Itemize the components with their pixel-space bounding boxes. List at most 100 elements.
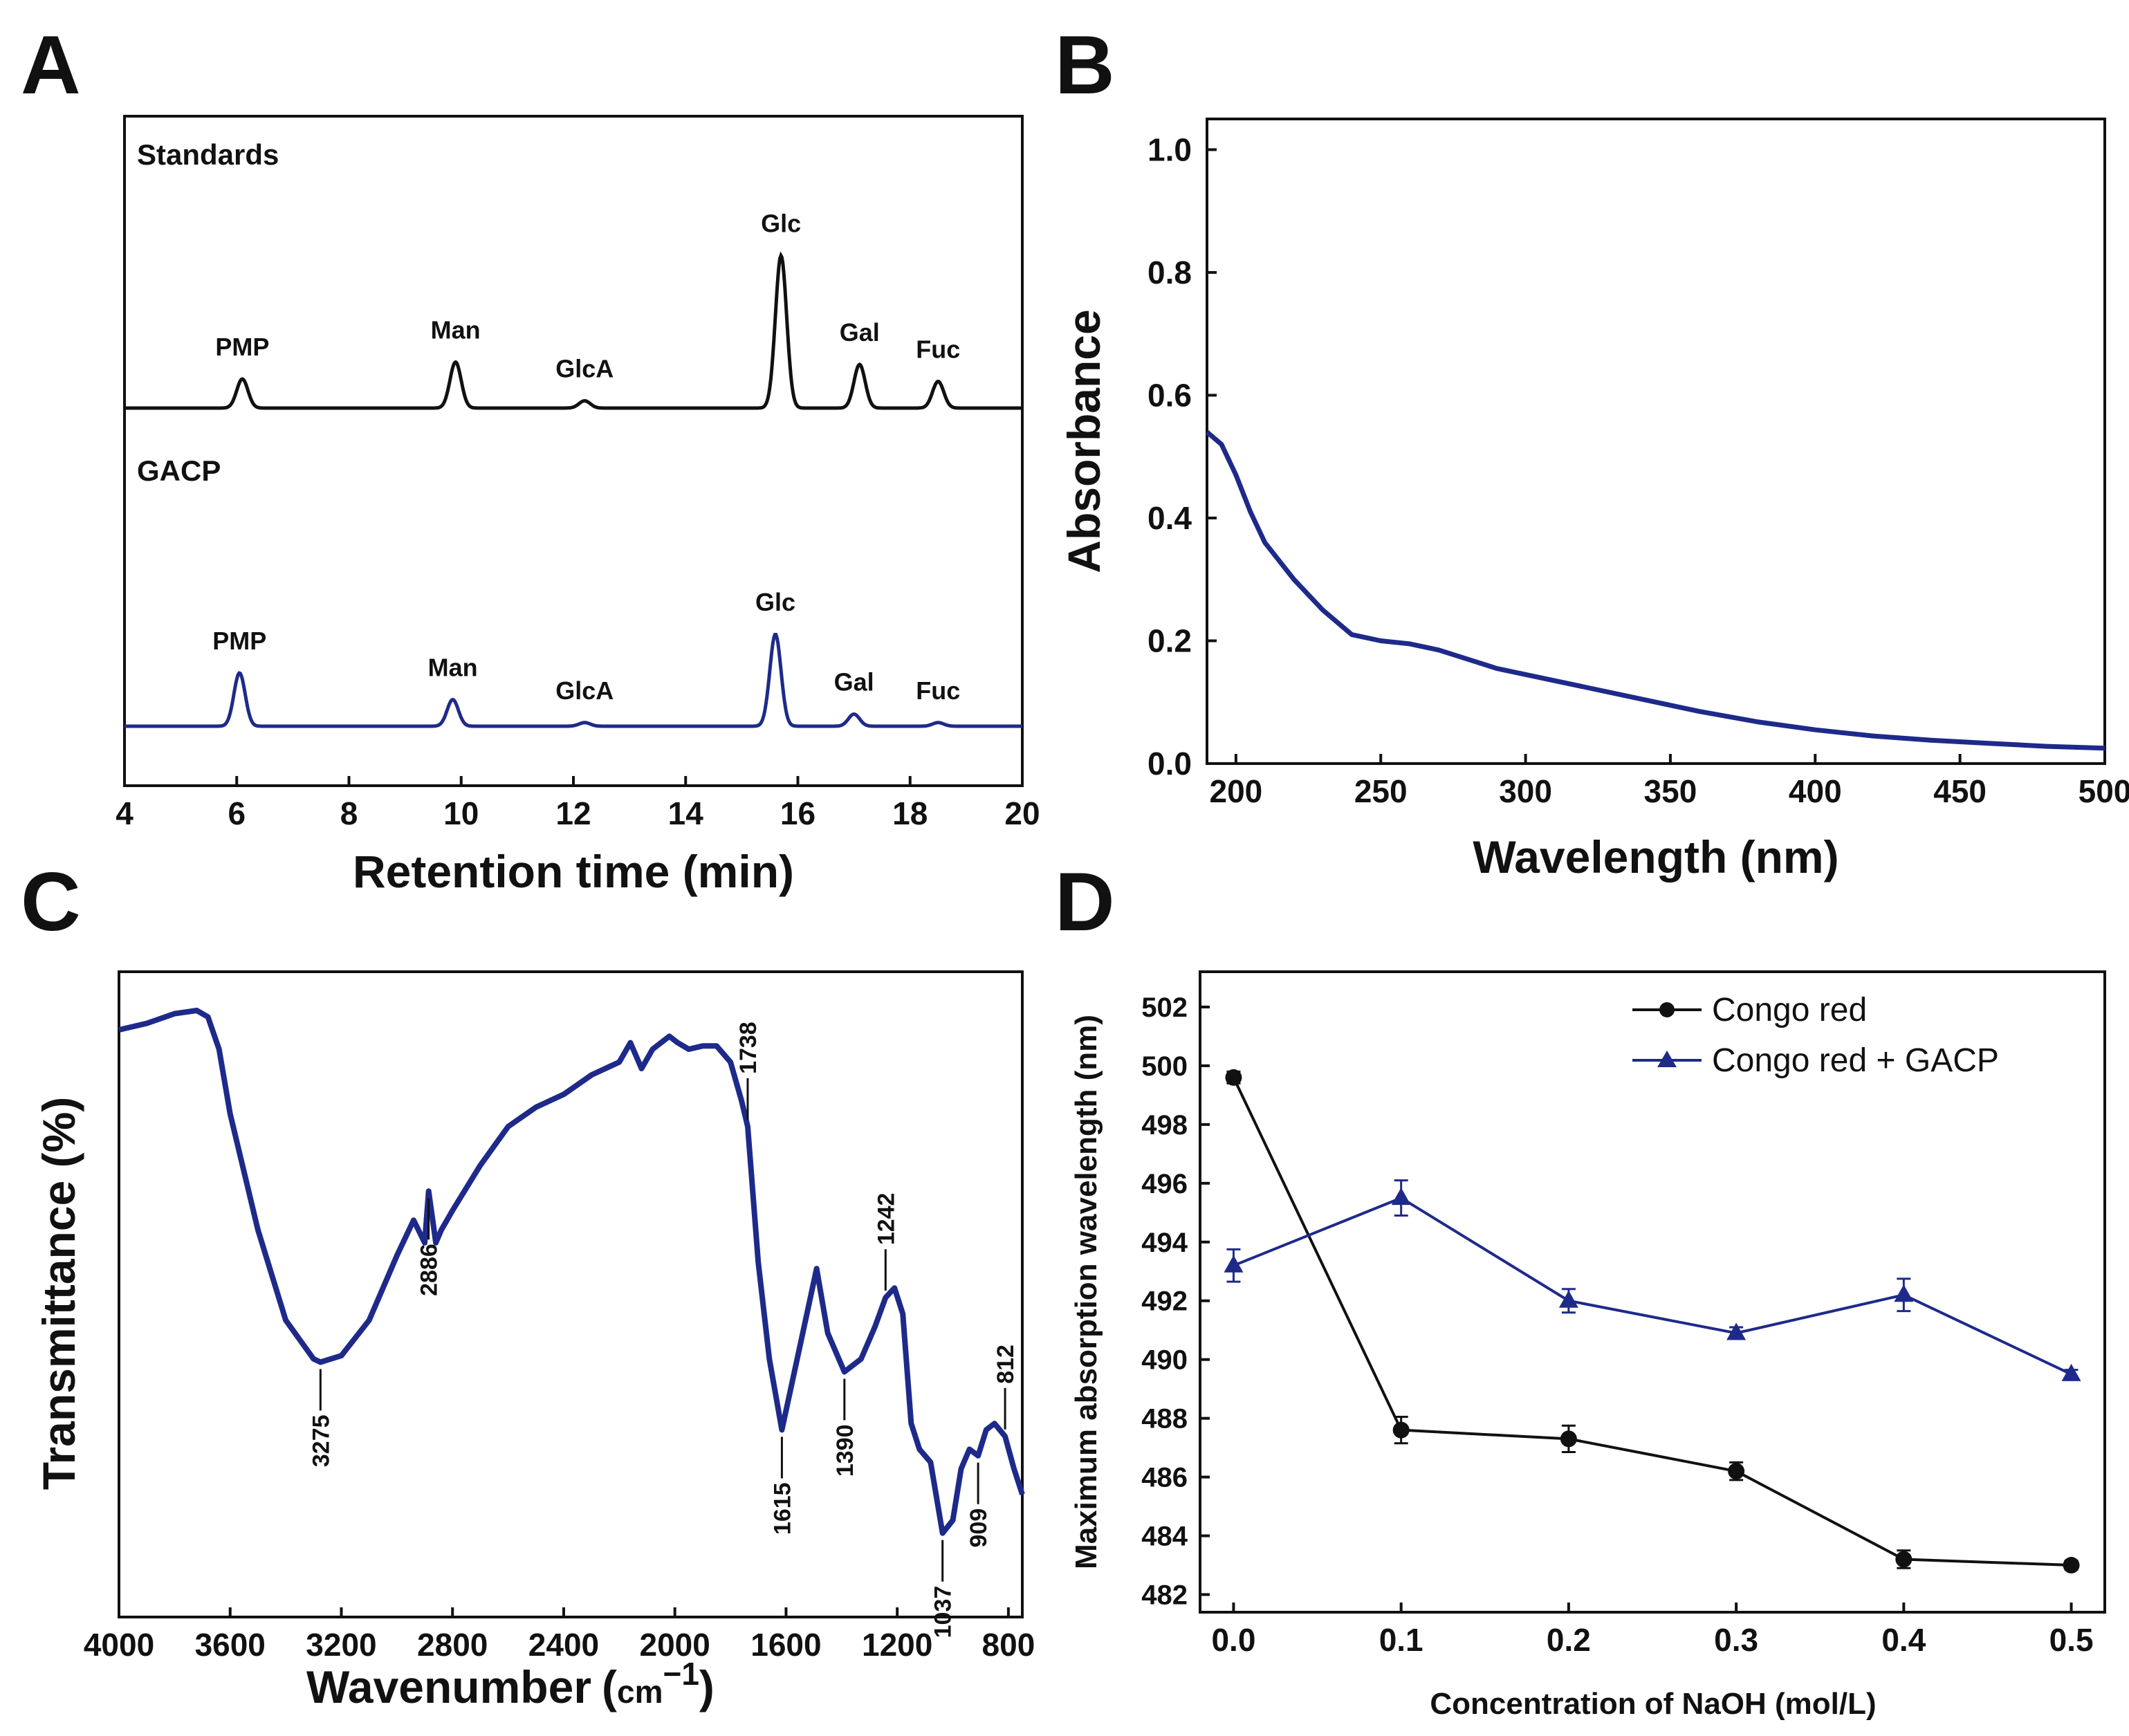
unit-cm: cm — [617, 1674, 663, 1710]
c-band-label-909: 909 — [966, 1508, 992, 1548]
b-x-tick-label-250: 250 — [1354, 773, 1408, 809]
d-x-tick-label-0.3: 0.3 — [1714, 1622, 1758, 1658]
d-y-tick-label-496: 496 — [1141, 1169, 1188, 1199]
panel-b-y-ticks: 0.0 0.2 0.4 0.6 0.8 1.0 — [1148, 131, 1217, 782]
b-y-tick-label-0.6: 0.6 — [1148, 377, 1192, 413]
d-y-tick-label-490: 490 — [1141, 1345, 1188, 1376]
c-x-tick-label-1200: 1200 — [862, 1627, 932, 1663]
panel-label-c: C — [21, 856, 81, 948]
trace-label-standards: Standards — [137, 138, 279, 171]
b-x-tick-label-300: 300 — [1499, 773, 1552, 809]
a-x-tick-label-6: 6 — [228, 795, 246, 831]
d-point-congo-red-gacp-4 — [1894, 1284, 1914, 1302]
a-x-tick-label-20: 20 — [1004, 795, 1040, 831]
panel-d-x-ticks: 0.0 0.1 0.2 0.3 0.4 0.5 — [1211, 1603, 2094, 1658]
a-peak-label-fuc: Fuc — [916, 676, 960, 705]
d-y-tick-label-500: 500 — [1141, 1051, 1188, 1082]
b-y-tick-label-0.4: 0.4 — [1148, 500, 1192, 536]
a-x-tick-label-4: 4 — [116, 795, 133, 831]
a-peak-label-pmp: PMP — [212, 627, 266, 655]
panel-b-trace — [1205, 430, 2105, 751]
d-point-congo-red-gacp-5 — [2061, 1363, 2081, 1381]
a-peak-label-gal: Gal — [840, 318, 880, 347]
panel-c-band-annotations: 3275 2886 1738 1615 1390 1242 1037 909 812 — [308, 1022, 1019, 1638]
legend-label-congo-red-gacp: Congo red + GACP — [1712, 1042, 1999, 1079]
c-band-label-1242: 1242 — [873, 1193, 899, 1246]
panel-d-legend: Congo red Congo red + GACP — [1632, 992, 1999, 1079]
a-peak-label-glca: GlcA — [555, 676, 614, 705]
panel-a-x-ticks: 4 6 8 10 12 14 16 18 20 — [116, 776, 1040, 831]
c-x-tick-label-2000: 2000 — [640, 1627, 710, 1663]
d-x-tick-label-0.0: 0.0 — [1211, 1622, 1255, 1658]
panel-d-series — [1224, 1069, 2081, 1574]
c-x-tick-label-3600: 3600 — [195, 1627, 266, 1663]
d-x-tick-label-0.1: 0.1 — [1379, 1622, 1423, 1658]
a-peak-label-pmp: PMP — [215, 333, 269, 361]
b-x-tick-label-400: 400 — [1789, 773, 1842, 809]
panel-c-x-axis-label: Wavenumber — [306, 1661, 591, 1712]
panel-c-x-axis-unit: (cm−1) — [602, 1656, 715, 1712]
a-peak-label-glc: Glc — [761, 210, 801, 238]
panel-d-congo-red: D 0.0 0.1 0.2 0.3 0.4 0.5 4824844864884904924… — [1055, 856, 2106, 1721]
a-peak-label-gal: Gal — [834, 668, 874, 696]
panel-b-frame — [1206, 118, 2106, 765]
a-peak-label-man: Man — [428, 654, 478, 682]
c-band-label-1037: 1037 — [930, 1586, 957, 1638]
d-y-tick-label-492: 492 — [1141, 1286, 1188, 1317]
d-point-congo-red-3 — [1728, 1463, 1745, 1480]
a-x-tick-label-16: 16 — [780, 795, 815, 831]
c-x-tick-label-4000: 4000 — [84, 1627, 154, 1663]
b-y-tick-label-1.0: 1.0 — [1148, 131, 1192, 167]
d-y-tick-label-498: 498 — [1141, 1110, 1188, 1141]
panel-b-x-ticks: 200 250 300 350 400 450 500 — [1209, 754, 2129, 809]
d-x-tick-label-0.2: 0.2 — [1547, 1622, 1591, 1658]
b-y-tick-label-0.2: 0.2 — [1148, 622, 1192, 658]
d-point-congo-red-gacp-0 — [1224, 1255, 1244, 1273]
a-x-tick-label-10: 10 — [443, 795, 479, 831]
panel-c-trace — [118, 1008, 1025, 1536]
d-y-tick-label-502: 502 — [1141, 992, 1188, 1023]
a-peak-label-man: Man — [431, 316, 481, 344]
panel-c-y-axis-label: Transmittance (%) — [33, 1097, 84, 1490]
d-y-tick-label-494: 494 — [1141, 1228, 1188, 1258]
d-x-tick-label-0.4: 0.4 — [1881, 1622, 1926, 1658]
panel-label-b: B — [1055, 19, 1115, 111]
a-trace-gacp — [125, 633, 1022, 728]
a-x-tick-label-8: 8 — [340, 795, 358, 831]
a-x-tick-label-14: 14 — [668, 795, 704, 831]
panel-d-frame — [1199, 970, 2106, 1614]
panel-a-x-axis-label: Retention time (min) — [353, 846, 794, 897]
panel-label-a: A — [21, 19, 81, 111]
d-line-congo-red-gacp — [1233, 1196, 2072, 1376]
panel-c-ftir: C 4000 3600 3200 2800 2400 2000 1600 1200 800 32… — [21, 856, 1035, 1712]
a-trace-standards — [125, 251, 1022, 410]
d-y-tick-label-488: 488 — [1141, 1404, 1188, 1434]
d-point-congo-red-gacp-1 — [1391, 1188, 1411, 1206]
d-point-congo-red-4 — [1895, 1551, 1913, 1568]
c-x-tick-label-3200: 3200 — [306, 1627, 376, 1663]
d-point-congo-red-gacp-2 — [1558, 1290, 1578, 1308]
c-x-tick-label-1600: 1600 — [750, 1627, 821, 1663]
unit-exponent: −1 — [663, 1656, 699, 1692]
d-point-congo-red-5 — [2063, 1557, 2080, 1574]
b-x-tick-label-350: 350 — [1644, 773, 1697, 809]
c-band-label-1615: 1615 — [769, 1482, 795, 1535]
c-band-label-3275: 3275 — [308, 1414, 334, 1467]
b-x-tick-label-500: 500 — [2079, 773, 2129, 809]
panel-a-traces — [125, 251, 1022, 728]
panel-b-uv-spectrum: B 200 250 300 350 400 450 500 0.0 0.2 0.4 0.6 0.8 1… — [1055, 19, 2129, 883]
panel-label-d: D — [1055, 856, 1115, 948]
d-y-tick-label-482: 482 — [1141, 1580, 1188, 1611]
panel-d-x-axis-label: Concentration of NaOH (mol/L) — [1430, 1687, 1876, 1721]
panel-c-frame — [118, 970, 1024, 1618]
d-point-congo-red-2 — [1560, 1430, 1577, 1448]
panel-a-chromatogram: A 4 6 8 10 12 14 16 18 20 PMPManGlcAGlcGalFucPMP… — [21, 19, 1040, 897]
legend-marker-congo-red-gacp — [1657, 1051, 1677, 1067]
d-x-tick-label-0.5: 0.5 — [2049, 1622, 2094, 1658]
a-peak-label-glc: Glc — [755, 588, 795, 616]
c-ftir-curve — [118, 1008, 1025, 1536]
d-point-congo-red-0 — [1225, 1069, 1242, 1086]
a-peak-label-glca: GlcA — [555, 355, 614, 383]
d-y-tick-label-484: 484 — [1141, 1522, 1188, 1552]
c-x-tick-label-2800: 2800 — [417, 1627, 488, 1663]
